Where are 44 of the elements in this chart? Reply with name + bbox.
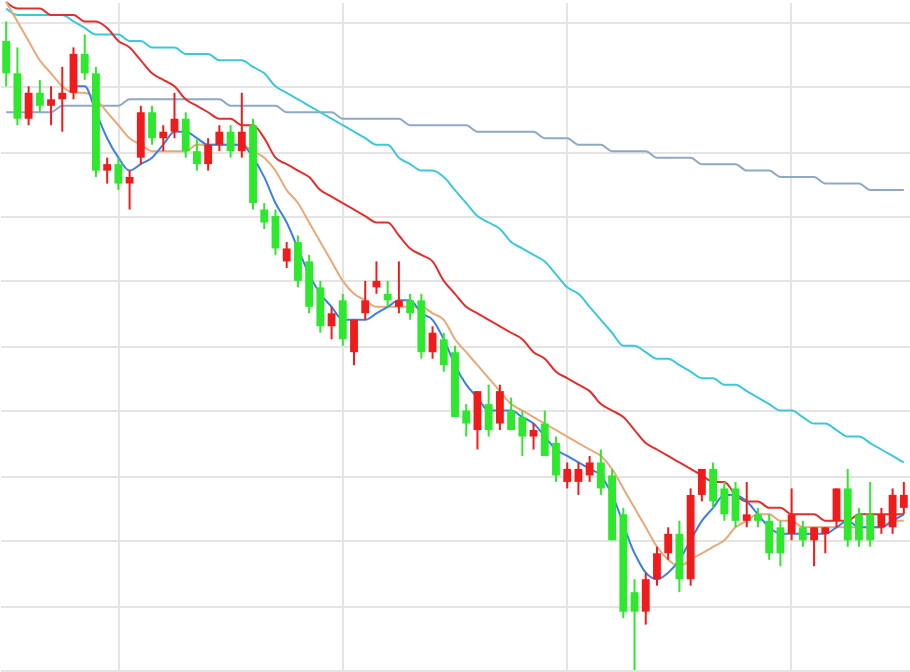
candlestick <box>754 506 762 529</box>
candlestick <box>731 480 740 529</box>
candlestick <box>24 85 33 127</box>
candlestick <box>35 78 44 114</box>
candlestick <box>742 480 751 529</box>
candlestick <box>181 111 190 159</box>
candlestick <box>798 519 807 548</box>
candlestick <box>495 383 504 432</box>
candlestick <box>237 91 246 159</box>
candlestick <box>226 124 235 159</box>
candlestick <box>114 156 123 192</box>
candlestick <box>2 20 11 88</box>
candlestick <box>877 506 886 535</box>
candlestick <box>47 85 55 127</box>
candlestick <box>585 454 594 483</box>
candlestick <box>787 487 796 542</box>
candlestick <box>653 545 661 587</box>
candlestick <box>193 137 201 172</box>
candlestick <box>563 461 572 490</box>
candlestick <box>383 279 392 308</box>
candlestick <box>338 292 347 347</box>
candlestick <box>215 124 224 153</box>
candlestick <box>282 240 291 269</box>
candlestick <box>204 137 213 172</box>
candlestick <box>103 156 112 185</box>
candlestick <box>630 578 639 671</box>
candlestick <box>832 487 841 529</box>
candlestick <box>148 104 156 146</box>
candlestick <box>664 526 673 561</box>
candlestick <box>260 202 269 230</box>
candlestick <box>361 279 370 321</box>
candlestick <box>136 104 145 166</box>
candlestick <box>80 33 89 81</box>
candlestick <box>641 571 650 626</box>
candlestick <box>159 124 168 153</box>
candlestick <box>13 46 22 127</box>
candlestick <box>697 467 706 503</box>
candlestick <box>529 422 538 451</box>
candlestick <box>350 318 358 367</box>
candlestick <box>125 169 134 211</box>
candlestick <box>394 260 403 315</box>
candlestick <box>675 519 684 594</box>
candlestick <box>484 383 493 438</box>
candlestick <box>58 65 67 133</box>
